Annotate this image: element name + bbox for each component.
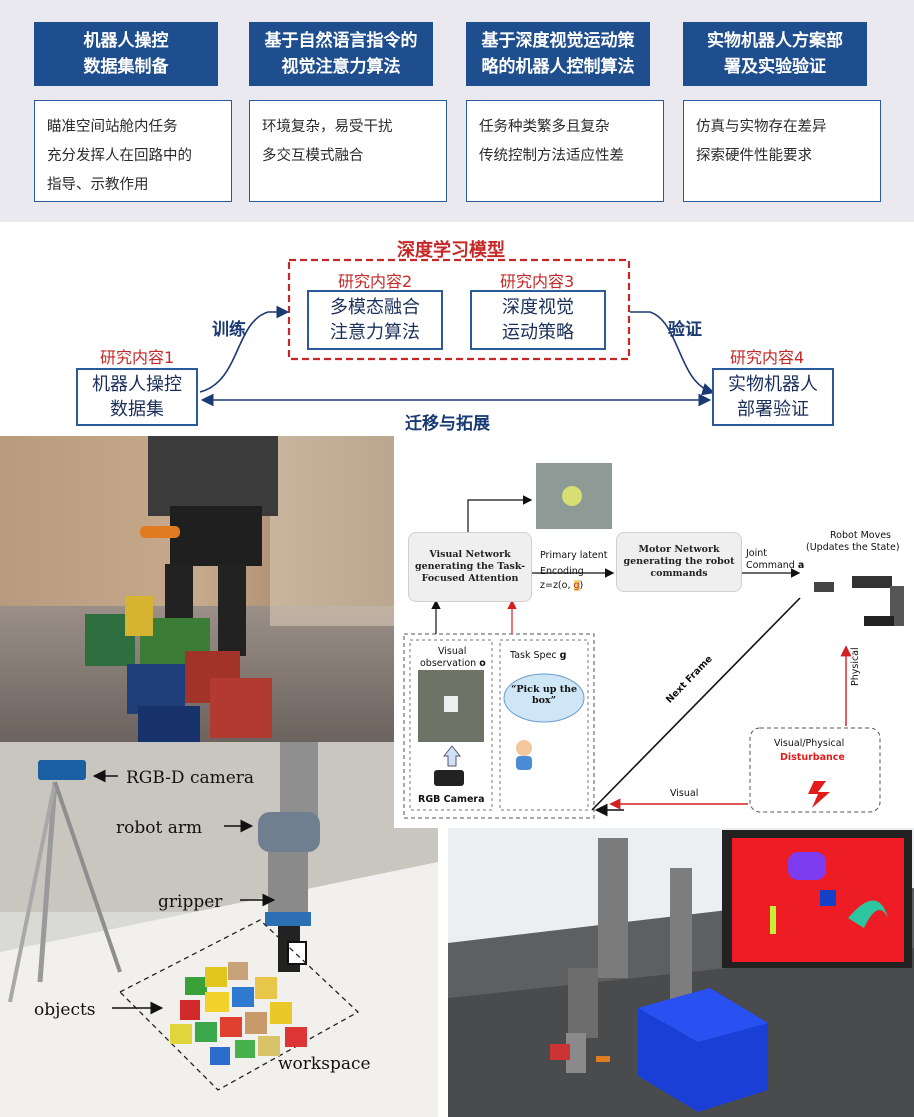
research-diagram-lines	[199, 258, 716, 407]
verify-label: 验证	[668, 320, 702, 340]
robot-arm-label: robot arm	[116, 818, 203, 838]
dl-model-title: 深度学习模型	[397, 240, 505, 261]
encoding-label: Encoding	[540, 566, 584, 577]
primary-latent-label: Primary latent	[540, 550, 608, 561]
arm-workspace-illustration	[0, 742, 438, 1117]
visual-obs-sub-label: observation o	[420, 658, 486, 669]
rgbd-camera-label: RGB-D camera	[126, 768, 255, 788]
task-instruction-text: “Pick up the box”	[510, 684, 578, 706]
visual-obs-label: Visual	[438, 646, 467, 657]
simulation-illustration	[448, 828, 914, 1117]
column-1-body: 瞄准空间站舱内任务 充分发挥人在回路中的 指导、示教作用	[34, 100, 232, 202]
flowchart-connectors	[403, 463, 904, 819]
top-panel: 机器人操控 数据集制备 基于自然语言指令的 视觉注意力算法 基于深度视觉运动策 略的机…	[0, 0, 914, 222]
gripper-blocks-photo	[0, 436, 394, 742]
arm-workspace-photo: RGB-D camera robot arm gripper objects w…	[0, 742, 438, 1117]
visual-network-box: Visual Network generating the Task-Focus…	[408, 532, 532, 602]
column-4-body: 仿真与实物存在差异 探索硬件性能要求	[683, 100, 881, 202]
physical-label: Physical	[850, 647, 861, 686]
joint-label: Joint	[746, 548, 767, 559]
robot-moves-label: Robot Moves	[830, 530, 891, 541]
column-2-body: 环境复杂，易受干扰 多交互模式融合	[249, 100, 447, 202]
disturbance-title: Visual/Physical	[774, 738, 845, 749]
workspace-label: workspace	[278, 1054, 371, 1074]
column-1-title: 机器人操控 数据集制备	[34, 22, 218, 86]
research-1-tag: 研究内容1	[100, 348, 175, 367]
disturbance-label: Disturbance	[780, 752, 845, 763]
research-1-box: 机器人操控 数据集	[76, 368, 198, 426]
research-4-box: 实物机器人 部署验证	[712, 368, 834, 426]
research-3-box: 深度视觉 运动策略	[470, 290, 606, 350]
simulation-render	[448, 828, 914, 1117]
train-label: 训练	[212, 320, 246, 340]
arm-workspace-pointers	[92, 769, 276, 1015]
control-flowchart: Visual Network generating the Task-Focus…	[394, 436, 914, 828]
rgb-camera-label: RGB Camera	[418, 794, 485, 805]
latent-formula: z=z(o, g)	[540, 580, 584, 591]
research-3-tag: 研究内容3	[500, 272, 575, 291]
gripper-blocks-illustration	[0, 436, 394, 742]
motor-network-box: Motor Network generating the robot comma…	[616, 532, 742, 592]
robot-moves-sub-label: (Updates the State)	[806, 542, 900, 553]
gripper-label: gripper	[158, 892, 223, 912]
research-diagram: 深度学习模型 研究内容2 研究内容3 多模态融合 注意力算法 深度视觉 运动策略 研…	[0, 222, 914, 436]
task-spec-label: Task Spec g	[510, 650, 567, 661]
transfer-label: 迁移与拓展	[405, 414, 490, 434]
research-2-tag: 研究内容2	[338, 272, 413, 291]
column-2-title: 基于自然语言指令的 视觉注意力算法	[249, 22, 433, 86]
rgbd-camera-shape	[38, 760, 86, 780]
column-4-title: 实物机器人方案部 署及实验验证	[683, 22, 867, 86]
joint-command-label: Command a	[746, 560, 805, 571]
visual-label: Visual	[670, 788, 699, 799]
objects-label: objects	[34, 1000, 96, 1020]
column-3-title: 基于深度视觉运动策 略的机器人控制算法	[466, 22, 650, 86]
column-3-body: 任务种类繁多且复杂 传统控制方法适应性差	[466, 100, 664, 202]
research-4-tag: 研究内容4	[730, 348, 805, 367]
research-2-box: 多模态融合 注意力算法	[307, 290, 443, 350]
